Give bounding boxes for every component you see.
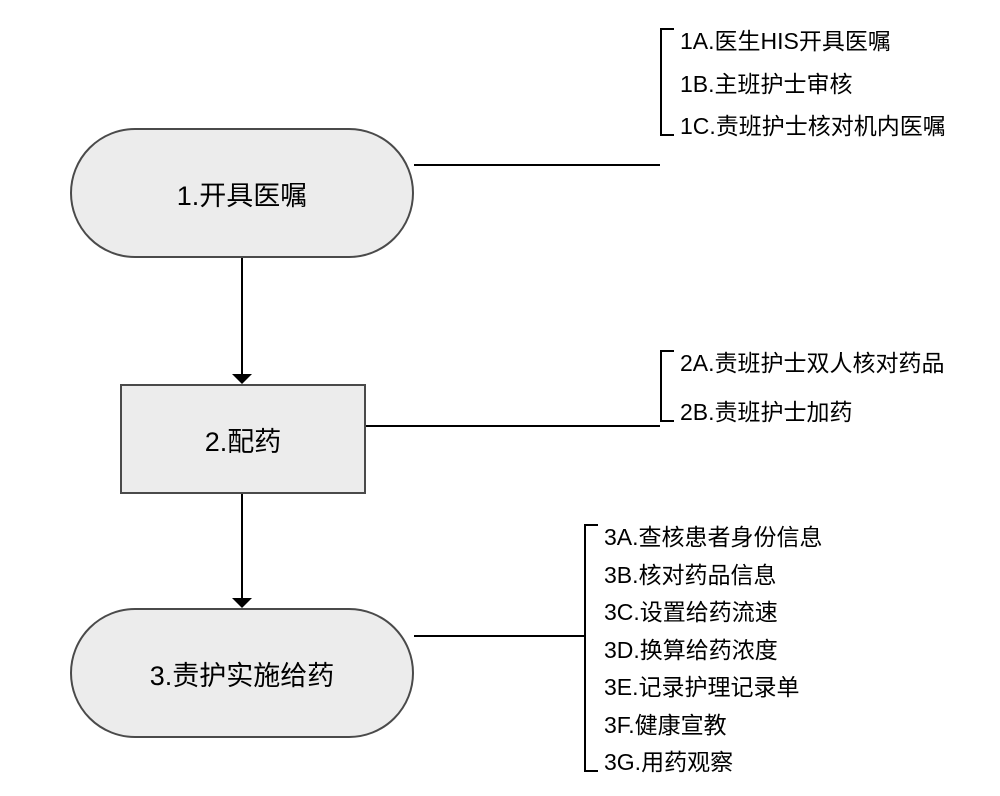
annotation-line: 1B.主班护士审核 [680, 73, 946, 96]
annotation-lines: 1A.医生HIS开具医嘱 1B.主班护士审核 1C.责班护士核对机内医嘱 [680, 28, 946, 140]
annotation-line: 2B.责班护士加药 [680, 401, 945, 424]
connector-n2 [366, 425, 660, 427]
flow-node-label: 2.配药 [205, 420, 282, 459]
annotation-n1: 1A.医生HIS开具医嘱 1B.主班护士审核 1C.责班护士核对机内医嘱 [660, 28, 990, 136]
annotation-n3: 3A.查核患者身份信息 3B.核对药品信息 3C.设置给药流速 3D.换算给药浓度 3E… [584, 524, 984, 772]
bracket-icon [584, 524, 600, 772]
annotation-line: 3G.用药观察 [604, 751, 823, 774]
annotation-line: 3F.健康宣教 [604, 714, 823, 737]
flow-node-n3: 3.责护实施给药 [70, 608, 414, 738]
annotation-n2: 2A.责班护士双人核对药品 2B.责班护士加药 [660, 350, 990, 422]
annotation-line: 3B.核对药品信息 [604, 564, 823, 587]
bracket-icon [660, 350, 676, 422]
annotation-line: 1C.责班护士核对机内医嘱 [680, 115, 946, 138]
flowchart-canvas: 1.开具医嘱2.配药3.责护实施给药1A.医生HIS开具医嘱1B.主班护士审核1… [0, 0, 1000, 796]
connector-n3 [414, 635, 584, 637]
connector-n1 [414, 164, 660, 166]
annotation-lines: 3A.查核患者身份信息 3B.核对药品信息 3C.设置给药流速 3D.换算给药浓度 3E… [604, 524, 823, 776]
flow-node-n2: 2.配药 [120, 384, 366, 494]
flow-node-label: 1.开具医嘱 [177, 174, 308, 213]
flow-node-n1: 1.开具医嘱 [70, 128, 414, 258]
annotation-lines: 2A.责班护士双人核对药品 2B.责班护士加药 [680, 350, 945, 426]
annotation-line: 1A.医生HIS开具医嘱 [680, 30, 946, 53]
flow-node-label: 3.责护实施给药 [150, 654, 335, 693]
annotation-line: 3D.换算给药浓度 [604, 639, 823, 662]
annotation-line: 3E.记录护理记录单 [604, 676, 823, 699]
annotation-line: 3C.设置给药流速 [604, 601, 823, 624]
bracket-icon [660, 28, 676, 136]
annotation-line: 2A.责班护士双人核对药品 [680, 352, 945, 375]
annotation-line: 3A.查核患者身份信息 [604, 526, 823, 549]
